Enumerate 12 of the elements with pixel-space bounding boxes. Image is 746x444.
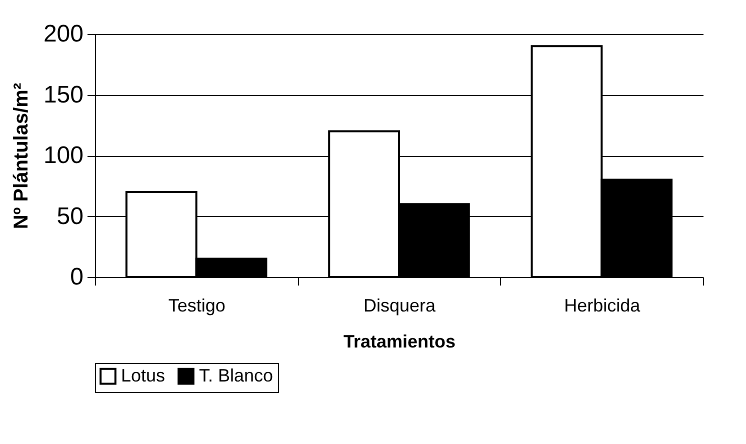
y-tick-label: 0 bbox=[70, 264, 84, 290]
y-axis-title: Nº Plántulas/m² bbox=[10, 82, 32, 230]
x-axis-title: Tratamientos bbox=[343, 332, 456, 352]
y-tick-label: 100 bbox=[43, 142, 84, 169]
x-tick-label: Disquera bbox=[363, 296, 436, 316]
x-tick-label: Testigo bbox=[168, 296, 226, 316]
x-tick-label: Herbicida bbox=[564, 296, 642, 316]
y-tick-label: 50 bbox=[56, 202, 84, 230]
y-tick-label: 200 bbox=[43, 20, 84, 48]
legend-label: T. Blanco bbox=[199, 365, 274, 386]
y-tick-label: 150 bbox=[43, 81, 84, 108]
legend-label: Lotus bbox=[121, 365, 166, 386]
